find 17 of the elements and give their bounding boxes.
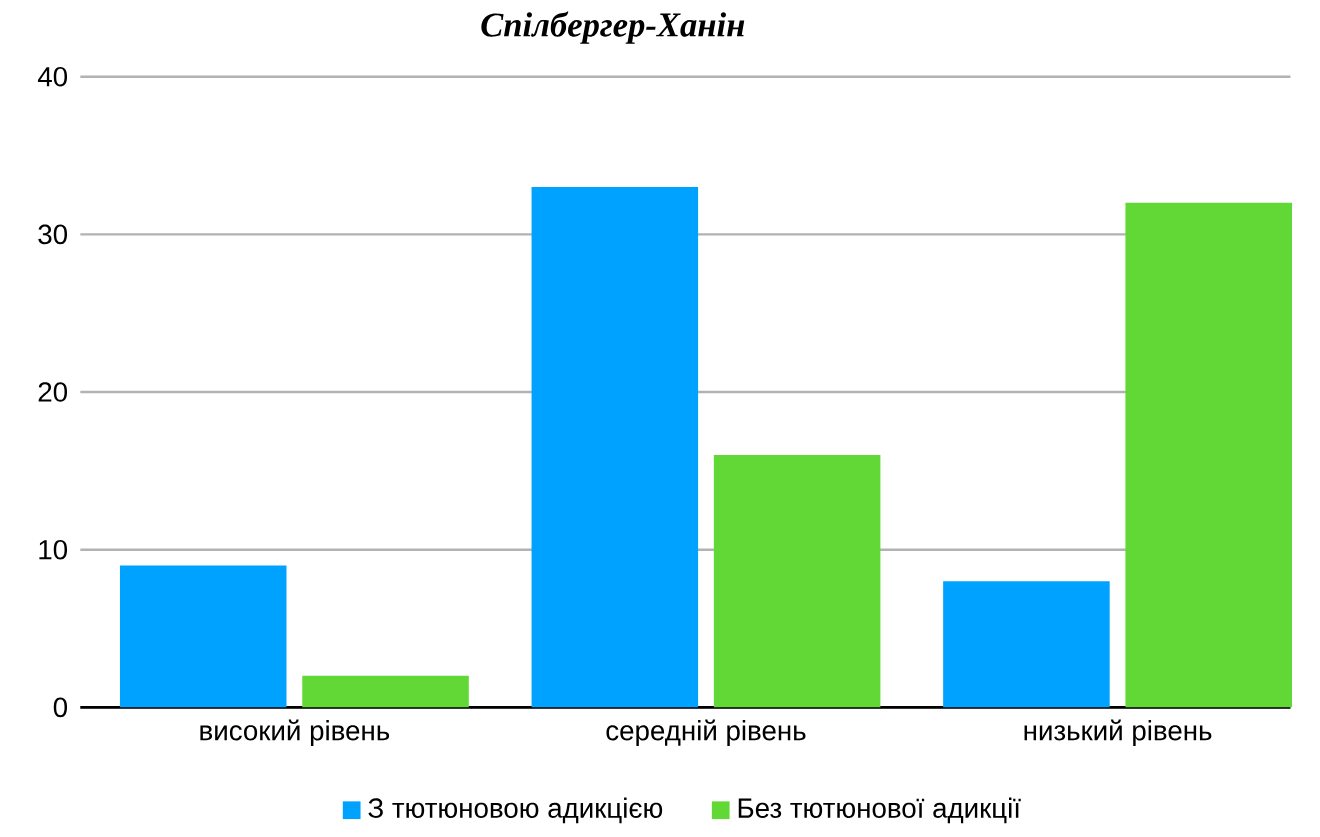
y-tick-label: 10 <box>39 540 68 560</box>
y-tick-label: 0 <box>53 697 68 718</box>
bar <box>531 187 699 708</box>
x-tick-label: низький рівень <box>1024 719 1212 747</box>
x-tick-label: середній рівень <box>606 719 806 747</box>
y-tick-label: 30 <box>38 224 68 245</box>
bar <box>943 581 1110 708</box>
bar <box>1125 202 1292 708</box>
x-tick-label: високий рівень <box>200 719 390 747</box>
bar <box>302 675 469 708</box>
y-tick-label: 20 <box>38 382 68 402</box>
legend-label: З тютюновою адикцією <box>368 797 663 824</box>
bar <box>713 455 881 708</box>
bar <box>119 565 287 708</box>
chart-title: Спілбергер-Ханін <box>481 11 745 44</box>
y-tick-label: 40 <box>37 67 68 87</box>
legend-label: Без тютюнової адикції <box>738 797 1021 824</box>
